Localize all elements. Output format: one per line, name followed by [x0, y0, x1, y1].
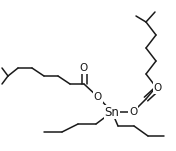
Text: O: O	[154, 83, 162, 93]
Text: O: O	[94, 92, 102, 102]
Text: Sn: Sn	[105, 106, 120, 119]
Text: O: O	[80, 63, 88, 73]
Text: O: O	[129, 107, 137, 117]
